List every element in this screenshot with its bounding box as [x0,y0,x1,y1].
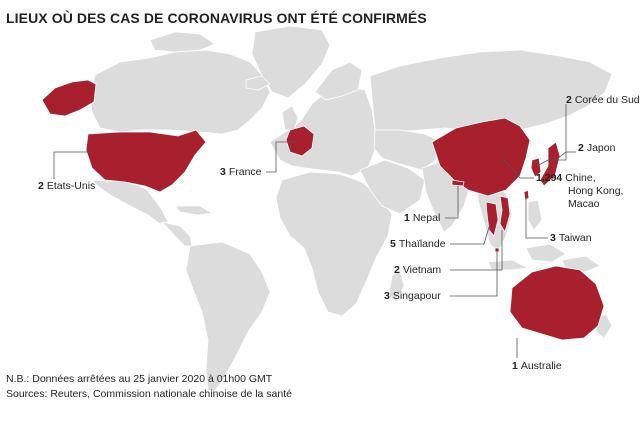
leader-nepal [445,186,459,219]
label-japon: 2 Japon [578,142,615,155]
nepal-count: 1 [404,212,410,224]
vietnam-name: Vietnam [402,264,442,276]
thailande-count: 5 [390,238,396,250]
leader-lines [53,104,576,358]
usa-name: Etats-Unis [46,180,96,192]
greenland [251,25,331,99]
leader-taiwan [525,198,548,239]
footnote: N.B.: Données arrêtées au 25 janvier 202… [6,373,273,385]
iceland [245,75,271,91]
madagascar [388,269,405,303]
australie-count: 1 [512,360,518,372]
leader-coree [536,104,567,167]
leader-singapour [450,252,498,297]
russia [369,49,613,133]
leader-vietnam [450,230,503,271]
label-nepal: 1 Nepal [404,212,440,225]
singapore-shape [494,247,500,253]
uk [281,105,299,131]
sources: Sources: Reuters, Commission nationale c… [6,388,292,400]
france-name: France [228,166,262,178]
vietnam-shape [499,195,511,233]
chine-count: 1.294 [536,172,563,184]
korea-shape [530,157,542,178]
chine-name-1: Chine, [565,172,596,184]
label-usa: 2 Etats-Unis [38,180,95,193]
chine-name-3: Macao [568,198,600,210]
philippines [527,199,543,231]
australie-name: Australie [520,360,562,372]
usa-count: 2 [38,180,44,192]
canadian-arctic [149,31,216,53]
cuba [174,205,213,216]
usa-shape [85,129,207,193]
coree-count: 2 [566,94,572,106]
central-america [161,221,193,247]
label-coree: 2 Corée du Sud [566,94,640,107]
land-base [89,25,613,393]
nepal-name: Nepal [412,212,441,224]
coree-name: Corée du Sud [574,94,640,106]
scandinavia [314,61,363,101]
highlighted-countries [41,79,605,341]
label-thailande: 5 Thaïlande [390,238,446,251]
thailande-name: Thaïlande [398,238,446,250]
nepal-shape [451,179,465,187]
france-count: 3 [220,166,226,178]
australia-shape [509,265,605,341]
leader-thailande [450,223,491,245]
japon-count: 2 [578,142,584,154]
europe [269,85,376,177]
label-australie: 1 Australie [512,360,562,373]
indonesia-1 [487,259,529,271]
label-france: 3 France [220,166,262,179]
chine-name-2: Hong Kong, [568,185,624,197]
taiwan-name: Taiwan [558,232,592,244]
singapour-name: Singapour [392,290,441,302]
japon-name: Japon [586,142,616,154]
label-chine: 1.294 Chine, Hong Kong, Macao [536,172,623,211]
alaska-shape [41,79,97,117]
label-singapour: 3 Singapour [384,290,441,303]
leader-chine [503,159,534,179]
leader-france [266,141,296,173]
vietnam-count: 2 [394,264,400,276]
indonesia-2 [525,243,567,263]
middle-east [359,159,426,215]
label-vietnam: 2 Vietnam [394,264,441,277]
taiwan-count: 3 [550,232,556,244]
map-title: LIEUX OÙ DES CAS DE CORONAVIRUS ONT ÉTÉ … [6,10,427,26]
africa [275,171,393,317]
canada [89,49,271,135]
taiwan-shape [523,189,530,201]
central-asia [373,129,439,171]
leader-usa [53,151,92,179]
japan-shape [539,141,561,187]
label-taiwan: 3 Taiwan [550,232,592,245]
south-america [185,241,271,393]
leader-japon [555,151,576,161]
singapour-count: 3 [384,290,390,302]
